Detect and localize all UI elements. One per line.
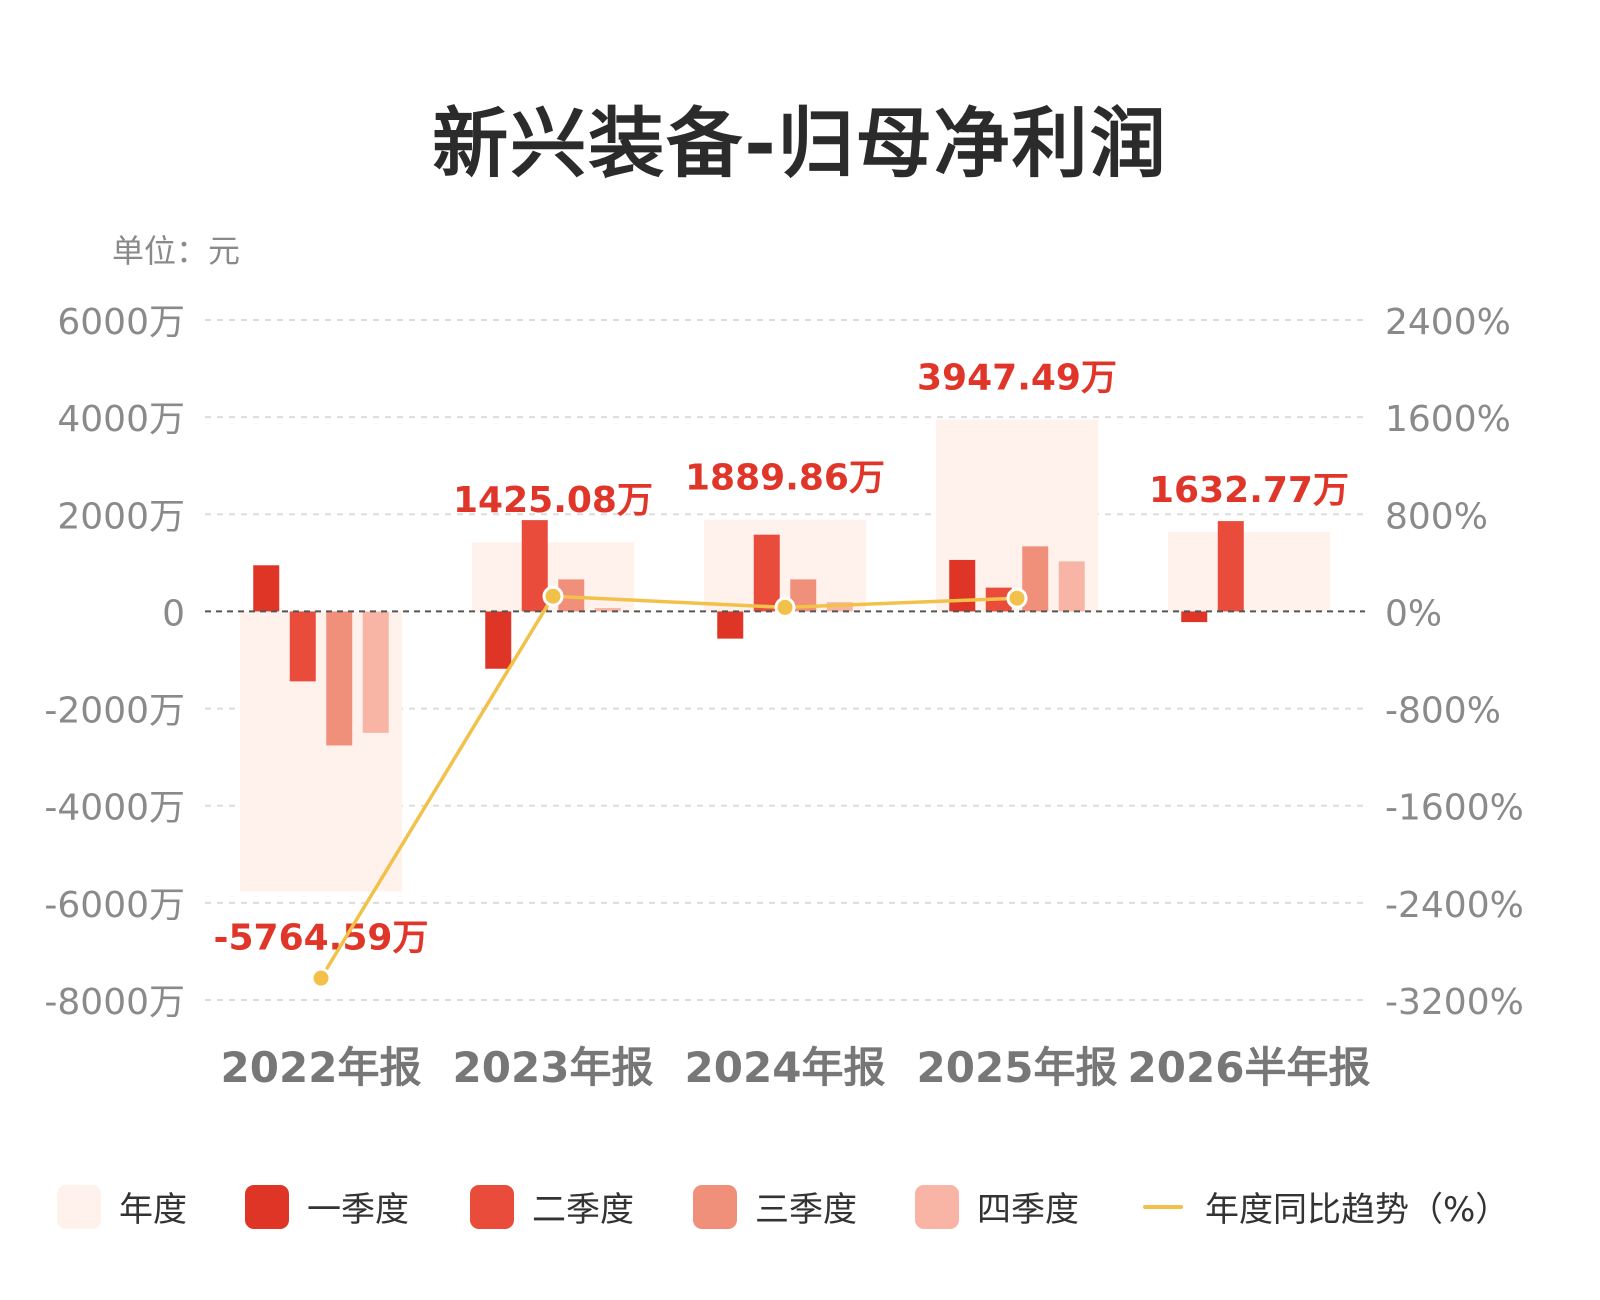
yoy-point — [542, 585, 564, 607]
y-axis-left-tick-label: -2000万 — [44, 691, 185, 732]
yoy-trend-line — [319, 594, 1018, 980]
legend-swatch-annual — [57, 1184, 101, 1229]
yoy-point — [310, 967, 332, 989]
annual-value-label: 1632.77万 — [1149, 470, 1349, 511]
yoy-point — [1006, 587, 1028, 609]
legend-item-q4: 四季度 — [915, 1182, 1079, 1231]
annual-bar — [704, 519, 866, 612]
legend-swatch-q3 — [693, 1184, 737, 1229]
x-axis-category-label: 2024年报 — [685, 1043, 886, 1092]
annual-value-label: 1889.86万 — [685, 458, 885, 499]
y-axis-left-tick-label: 0 — [162, 593, 185, 634]
legend-item-yoy: 年度同比趋势（%） — [1143, 1182, 1509, 1231]
q2-bar — [289, 611, 316, 682]
q2-bar — [1217, 521, 1244, 612]
legend-swatch-q2 — [470, 1184, 514, 1229]
q4-bar — [594, 608, 621, 612]
yoy-point — [774, 596, 796, 618]
y-axis-right-tick-label: -3200% — [1385, 982, 1524, 1023]
legend-item-q2: 二季度 — [470, 1182, 634, 1231]
q3-bar — [326, 611, 353, 746]
legend-item-q3: 三季度 — [693, 1182, 857, 1231]
annual-value-label: 1425.08万 — [453, 480, 653, 521]
y-axis-left-tick-label: -4000万 — [44, 788, 185, 829]
y-axis-right-tick-label: 1600% — [1385, 399, 1511, 440]
annual-value-label: 3947.49万 — [917, 358, 1117, 399]
x-axis-category-label: 2023年报 — [453, 1043, 654, 1092]
annual-bar — [1168, 532, 1330, 612]
q2-bar — [753, 534, 780, 612]
legend-label: 三季度 — [755, 1190, 857, 1230]
q1-bar — [949, 559, 976, 612]
legend-swatch-q1 — [245, 1184, 289, 1229]
legend-swatch-q4 — [915, 1184, 959, 1229]
q1-bar — [717, 611, 744, 639]
chart-title: 新兴装备-归母净利润 — [432, 99, 1168, 188]
y-axis-right-tick-label: 0% — [1385, 593, 1442, 634]
legend-item-annual: 年度 — [57, 1182, 187, 1231]
y-axis-left-tick-label: 6000万 — [57, 302, 185, 343]
q4-bar — [1058, 561, 1085, 612]
chart-legend: 年度 一季度 二季度 三季度 四季度 年度同比趋势（%） — [0, 1182, 1600, 1242]
y-axis-right-tick-label: -800% — [1385, 691, 1501, 732]
y-axis-right-tick-label: -1600% — [1385, 788, 1524, 829]
y-axis-left-tick-label: 4000万 — [57, 399, 185, 440]
legend-swatch-yoy — [1143, 1204, 1183, 1209]
q1-bar — [1181, 611, 1208, 623]
legend-item-q1: 一季度 — [245, 1182, 409, 1231]
x-axis-category-label: 2022年报 — [221, 1043, 422, 1092]
q1-bar — [253, 565, 280, 612]
y-axis-right-tick-label: -2400% — [1385, 885, 1524, 926]
y-axis-right-tick-label: 2400% — [1385, 302, 1511, 343]
y-axis-left-tick-label: -8000万 — [44, 982, 185, 1023]
y-axis-left-tick-label: 2000万 — [57, 496, 185, 537]
y-axis-right-tick-label: 800% — [1385, 496, 1488, 537]
legend-label: 四季度 — [977, 1190, 1079, 1230]
unit-label: 单位：元 — [112, 232, 241, 270]
q1-bar — [485, 611, 512, 669]
legend-label: 年度同比趋势（%） — [1205, 1190, 1510, 1230]
annual-value-label: -5764.59万 — [214, 917, 429, 958]
x-axis-category-label: 2026半年报 — [1128, 1043, 1371, 1092]
legend-label: 一季度 — [307, 1190, 409, 1230]
legend-label: 年度 — [119, 1190, 187, 1230]
y-axis-left-tick-label: -6000万 — [44, 885, 185, 926]
legend-label: 二季度 — [532, 1190, 634, 1230]
x-axis-category-label: 2025年报 — [917, 1043, 1118, 1092]
q4-bar — [362, 611, 389, 733]
